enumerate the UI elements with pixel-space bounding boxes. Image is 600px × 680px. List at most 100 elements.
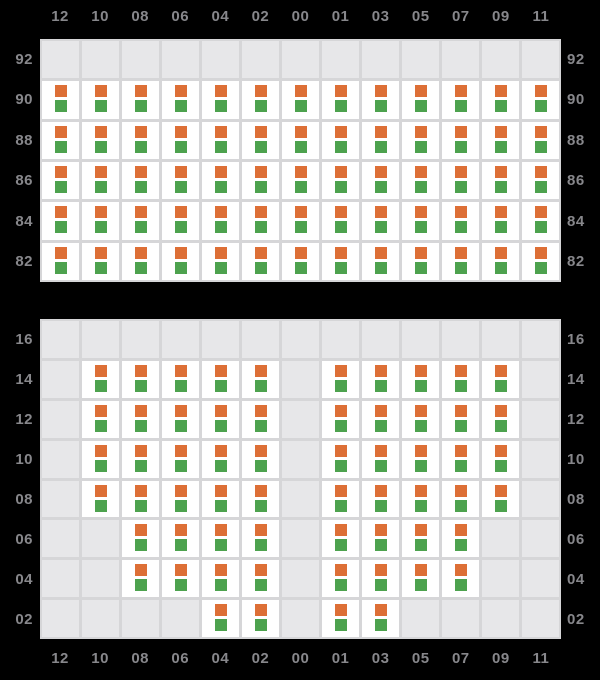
row-axis-label: 14 [567, 370, 585, 388]
green-status-square [374, 539, 387, 552]
orange-status-square [414, 364, 427, 377]
empty-slot-cell [402, 321, 439, 358]
orange-status-square [94, 165, 107, 178]
empty-slot-cell [402, 600, 439, 637]
green-status-square [454, 499, 467, 512]
empty-slot-cell [122, 600, 159, 637]
empty-slot-cell [82, 520, 119, 558]
orange-status-square [374, 444, 387, 457]
occupied-slot-cell [162, 360, 199, 398]
orange-status-square [294, 125, 307, 138]
orange-status-square [94, 404, 107, 417]
empty-slot-cell [522, 400, 559, 438]
row-axis-label: 82 [15, 253, 33, 271]
green-status-square [294, 221, 307, 234]
column-axis-label: 11 [532, 7, 550, 25]
orange-status-square [334, 524, 347, 537]
empty-slot-cell [522, 560, 559, 598]
empty-slot-cell [82, 560, 119, 598]
orange-status-square [494, 165, 507, 178]
green-status-square [134, 419, 147, 432]
orange-status-square [454, 444, 467, 457]
empty-slot-cell [522, 520, 559, 558]
occupied-slot-cell [242, 440, 279, 478]
occupied-slot-cell [202, 520, 239, 558]
orange-status-square [94, 125, 107, 138]
occupied-slot-cell [122, 202, 159, 240]
orange-status-square [414, 444, 427, 457]
row-axis-label: 90 [15, 91, 33, 109]
green-status-square [454, 221, 467, 234]
green-status-square [214, 419, 227, 432]
green-status-square [534, 100, 547, 113]
orange-status-square [494, 364, 507, 377]
green-status-square [374, 459, 387, 472]
occupied-slot-cell [162, 161, 199, 200]
green-status-square [254, 379, 267, 392]
occupied-slot-cell [202, 360, 239, 398]
green-status-square [374, 579, 387, 592]
green-status-square [374, 140, 387, 153]
empty-slot-cell [482, 41, 519, 79]
green-status-square [534, 261, 547, 274]
occupied-slot-cell [442, 560, 479, 598]
orange-status-square [214, 364, 227, 377]
empty-slot-cell [362, 321, 399, 358]
occupied-slot-cell [162, 520, 199, 558]
green-status-square [334, 459, 347, 472]
orange-status-square [254, 524, 267, 537]
green-status-square [254, 261, 267, 274]
orange-status-square [254, 564, 267, 577]
orange-status-square [294, 85, 307, 98]
orange-status-square [454, 484, 467, 497]
orange-status-square [414, 484, 427, 497]
green-status-square [254, 140, 267, 153]
occupied-slot-cell [362, 121, 399, 159]
orange-status-square [374, 165, 387, 178]
column-axis-label: 08 [131, 7, 150, 25]
green-status-square [174, 221, 187, 234]
row-axis-label: 02 [567, 610, 585, 628]
row-axis-label: 84 [15, 212, 33, 230]
occupied-slot-cell [482, 480, 519, 518]
occupied-slot-cell [322, 360, 359, 398]
row-axis-label: 88 [567, 131, 585, 149]
occupied-slot-cell [402, 520, 439, 558]
orange-status-square [454, 206, 467, 219]
empty-slot-cell [282, 600, 319, 637]
green-status-square [174, 579, 187, 592]
green-status-square [54, 261, 67, 274]
orange-status-square [494, 206, 507, 219]
occupied-slot-cell [322, 161, 359, 200]
green-status-square [494, 419, 507, 432]
empty-slot-cell [122, 321, 159, 358]
green-status-square [54, 100, 67, 113]
occupied-slot-cell [242, 520, 279, 558]
occupied-slot-cell [402, 161, 439, 200]
upper-occupancy-grid [40, 39, 561, 282]
green-status-square [334, 539, 347, 552]
empty-slot-cell [122, 41, 159, 79]
green-status-square [494, 459, 507, 472]
green-status-square [334, 261, 347, 274]
empty-slot-cell [82, 41, 119, 79]
empty-slot-cell [42, 321, 79, 358]
empty-slot-cell [522, 480, 559, 518]
green-status-square [134, 100, 147, 113]
occupied-slot-cell [482, 202, 519, 240]
empty-slot-cell [482, 560, 519, 598]
orange-status-square [294, 246, 307, 259]
green-status-square [534, 180, 547, 193]
orange-status-square [374, 125, 387, 138]
orange-status-square [374, 246, 387, 259]
empty-slot-cell [282, 400, 319, 438]
empty-slot-cell [162, 321, 199, 358]
occupied-slot-cell [322, 560, 359, 598]
orange-status-square [534, 125, 547, 138]
green-status-square [254, 539, 267, 552]
occupied-slot-cell [282, 121, 319, 159]
orange-status-square [134, 206, 147, 219]
occupied-slot-cell [122, 242, 159, 280]
occupied-slot-cell [242, 480, 279, 518]
occupied-slot-cell [522, 121, 559, 159]
